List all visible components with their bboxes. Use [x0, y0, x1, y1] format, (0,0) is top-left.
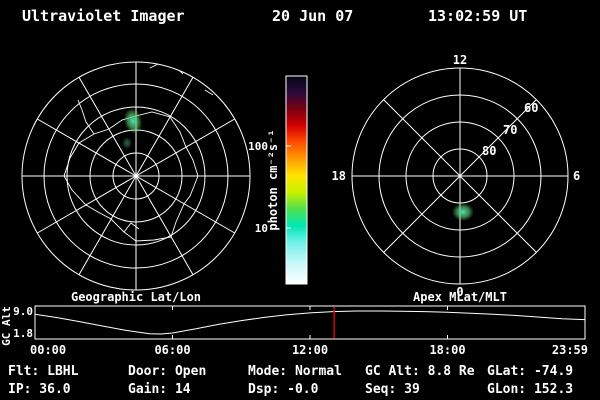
- mlat-label-70: 70: [503, 123, 517, 137]
- geographic-grid: [21, 61, 251, 291]
- status-glon: GLon: 152.3: [487, 382, 573, 397]
- status-mode: Mode: Normal: [248, 364, 342, 379]
- colorbar-tick-10: 10: [255, 222, 268, 235]
- title-time: 13:02:59 UT: [428, 7, 527, 25]
- app-title: Ultraviolet Imager: [22, 7, 185, 25]
- colorbar-label: photon cm⁻²s⁻¹: [266, 129, 280, 230]
- mlt-label-6: 6: [573, 169, 580, 183]
- time-tick-1800: 18:00: [429, 343, 465, 357]
- status-door: Door: Open: [128, 364, 206, 379]
- status-flt: Flt: LBHL: [8, 364, 79, 379]
- status-seq: Seq: 39: [365, 382, 420, 397]
- status-glat: GLat: -74.9: [487, 364, 573, 379]
- apex-aurora-patch: [452, 203, 474, 221]
- time-tick-0600: 06:00: [154, 343, 190, 357]
- status-ip: IP: 36.0: [8, 382, 71, 397]
- geographic-plot-label: Geographic Lat/Lon: [71, 290, 201, 304]
- title-date: 20 Jun 07: [272, 7, 353, 25]
- gc-alt-curve: [34, 310, 585, 335]
- apex-plot: 12 18 6 0 60 70 80: [332, 53, 581, 299]
- status-gain: Gain: 14: [128, 382, 191, 397]
- gc-alt-ymax: 9.0: [13, 305, 33, 318]
- time-tick-2359: 23:59: [552, 343, 588, 357]
- mlt-label-0: 0: [456, 285, 463, 299]
- gc-alt-axis-label: GC Alt: [0, 306, 13, 346]
- geographic-aurora-patch: [122, 108, 143, 149]
- status-gc-alt: GC Alt: 8.8 Re: [365, 364, 475, 379]
- status-dsp: Dsp: -0.0: [248, 382, 319, 397]
- mlat-label-80: 80: [482, 144, 496, 158]
- status-readouts: Flt: LBHL Door: Open Mode: Normal GC Alt…: [8, 364, 573, 397]
- apex-plot-label: Apex MLat/MLT: [413, 290, 507, 304]
- gc-alt-strip-chart: GC Alt 9.0 1.8 00:00 06:00 12:00 18:00 2…: [0, 305, 588, 357]
- mlt-label-12: 12: [453, 53, 467, 67]
- geographic-plot: [21, 61, 251, 291]
- mlat-label-60: 60: [524, 101, 538, 115]
- colorbar: 100 10 photon cm⁻²s⁻¹: [248, 75, 308, 285]
- time-tick-0000: 00:00: [30, 343, 66, 357]
- time-tick-1200: 12:00: [292, 343, 328, 357]
- apex-grid: [351, 67, 569, 285]
- colorbar-tick-100: 100: [248, 140, 268, 153]
- mlt-label-18: 18: [332, 169, 346, 183]
- gc-alt-ymin: 1.8: [13, 327, 33, 340]
